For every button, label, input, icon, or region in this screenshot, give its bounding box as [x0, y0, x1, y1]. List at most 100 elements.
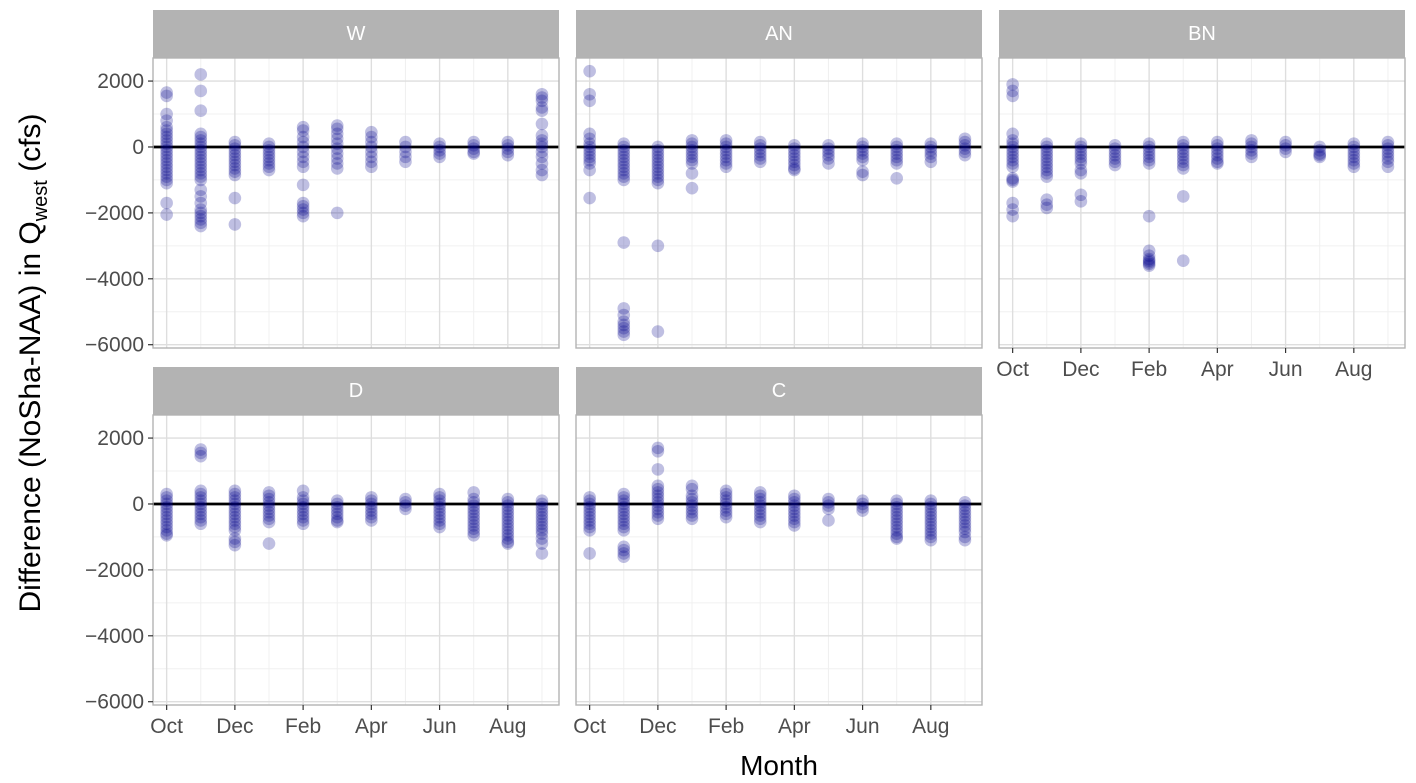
data-point [330, 514, 344, 527]
data-point [958, 496, 972, 509]
data-point [1381, 139, 1395, 152]
data-point [890, 530, 904, 544]
data-point [617, 497, 631, 511]
data-point [1176, 142, 1190, 155]
data-point [1142, 244, 1156, 258]
data-point [330, 127, 344, 141]
data-point [1381, 152, 1395, 165]
data-point [330, 500, 344, 514]
data-point [1347, 140, 1361, 154]
data-point [194, 500, 208, 514]
data-point [583, 153, 596, 167]
data-point [890, 494, 904, 507]
data-point [262, 499, 276, 512]
data-point [617, 157, 631, 170]
data-point [890, 497, 904, 511]
data-point [719, 484, 733, 498]
data-point [617, 547, 631, 560]
data-point [1006, 134, 1019, 147]
data-point [719, 487, 733, 501]
data-point [330, 162, 344, 175]
data-point [958, 135, 972, 149]
data-point [1040, 147, 1054, 160]
data-point [958, 530, 972, 544]
data-point [296, 517, 310, 531]
data-point [1313, 140, 1327, 154]
data-point [583, 514, 596, 527]
data-point [1040, 198, 1054, 211]
data-point [330, 137, 344, 150]
data-point [788, 515, 801, 529]
data-point [501, 509, 515, 522]
data-point [1006, 78, 1019, 91]
data-point [535, 101, 549, 114]
data-point [296, 160, 310, 174]
data-point [617, 328, 631, 342]
data-point [262, 140, 276, 154]
data-point [501, 492, 515, 506]
data-point [719, 491, 733, 504]
data-point [890, 507, 904, 521]
data-point [330, 122, 344, 136]
data-point [467, 515, 481, 529]
data-point [228, 191, 242, 205]
data-point [958, 132, 972, 146]
panel-border [998, 57, 1406, 349]
plot-background [576, 415, 982, 705]
data-point [330, 515, 344, 529]
data-point [433, 150, 446, 164]
data-point [890, 500, 904, 514]
data-point [330, 504, 344, 517]
data-point [365, 491, 378, 504]
data-point [194, 484, 208, 498]
data-point [924, 524, 938, 537]
data-point [194, 143, 208, 157]
data-point [890, 504, 904, 517]
data-point [1142, 254, 1156, 267]
y-tick-label: −6000 [85, 334, 144, 357]
x-tick-label: Jun [1269, 358, 1303, 381]
data-point [467, 486, 481, 499]
data-point [651, 479, 665, 493]
data-point [958, 509, 972, 522]
data-point [160, 517, 173, 531]
data-point [856, 500, 869, 514]
data-point [1006, 153, 1019, 167]
data-point [194, 497, 208, 511]
data-point [433, 517, 446, 531]
data-point [262, 489, 276, 503]
data-point [1074, 150, 1088, 164]
data-point [617, 173, 631, 187]
data-point [617, 520, 631, 534]
data-point [160, 167, 173, 180]
points-d [160, 443, 549, 560]
data-point [160, 114, 173, 127]
data-point [1176, 148, 1190, 162]
data-point [822, 145, 835, 159]
data-point [651, 140, 665, 154]
data-point [685, 150, 699, 164]
data-point [160, 157, 173, 170]
data-point [228, 538, 242, 552]
data-point [535, 145, 549, 159]
data-point [617, 170, 631, 183]
data-point [228, 507, 242, 521]
data-point [194, 163, 208, 177]
x-tick-label: Feb [1131, 358, 1167, 381]
data-point [753, 499, 767, 512]
data-point [467, 142, 481, 155]
data-point [296, 124, 310, 137]
data-point [535, 504, 549, 517]
data-point [753, 492, 767, 506]
data-point [1245, 150, 1258, 164]
data-point [194, 183, 208, 197]
data-point [228, 155, 242, 169]
data-point [296, 120, 310, 134]
data-point [262, 137, 276, 150]
data-point [296, 150, 310, 164]
data-point [296, 199, 310, 213]
data-point [583, 94, 596, 108]
data-point [194, 213, 208, 226]
data-point [719, 137, 733, 150]
data-point [685, 482, 699, 496]
